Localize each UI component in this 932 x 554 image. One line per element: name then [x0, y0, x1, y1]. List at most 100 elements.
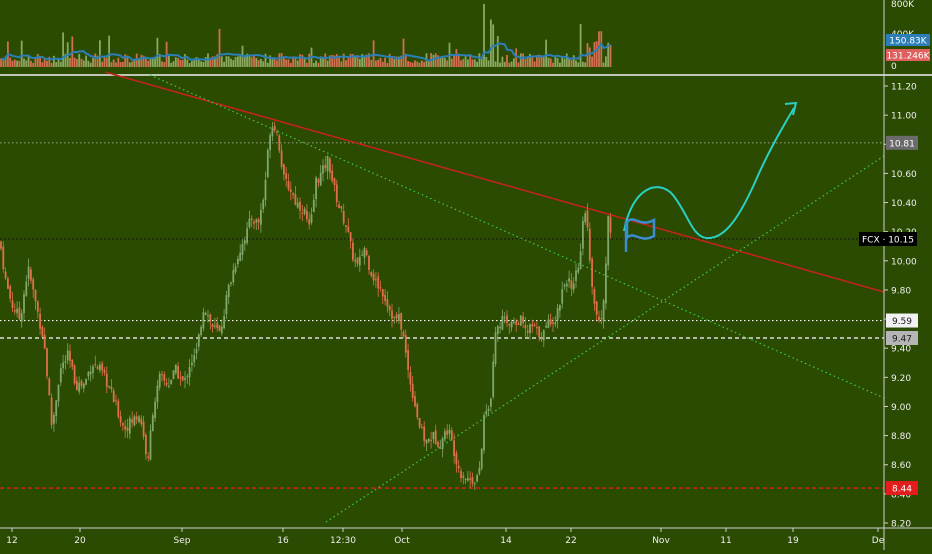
candle-body: [446, 430, 449, 435]
candle-body: [347, 226, 350, 232]
volume-bar: [533, 61, 536, 67]
candle-body: [331, 170, 334, 181]
volume-bar: [501, 56, 504, 67]
price-level-label: 9.47: [892, 335, 912, 345]
candle-body: [165, 382, 168, 385]
volume-bar: [299, 54, 301, 67]
candle-body: [188, 367, 191, 378]
resistance-trendline[interactable]: [104, 71, 885, 293]
volume-bar: [506, 55, 508, 67]
candle-body: [154, 401, 156, 418]
volume-bar: [34, 58, 37, 67]
volume-bar: [579, 23, 582, 67]
volume-bar: [455, 49, 458, 67]
volume-bar: [36, 54, 39, 67]
volume-bar: [255, 57, 258, 67]
volume-bar: [59, 61, 62, 67]
volume-bar: [85, 55, 87, 67]
projection-path[interactable]: [623, 107, 795, 240]
candle-body: [232, 270, 235, 283]
volume-bar: [434, 53, 437, 67]
volume-bar: [82, 60, 85, 67]
volume-bar: [253, 55, 255, 67]
time-tick-label: 22: [565, 536, 576, 546]
volume-bar: [572, 55, 575, 67]
volume-bar: [317, 62, 320, 67]
candle-body: [549, 319, 552, 325]
candle-body: [381, 289, 384, 297]
price-tick-label: 10.00: [891, 257, 917, 267]
candle-body: [128, 418, 131, 434]
candle-body: [289, 189, 292, 192]
volume-bar: [257, 60, 260, 67]
candle-body: [404, 335, 407, 353]
time-tick-label: 12:30: [330, 536, 356, 546]
candle-body: [225, 295, 228, 315]
candle-body: [455, 453, 458, 465]
candle-body: [32, 279, 35, 290]
volume-bar: [471, 59, 474, 67]
volume-bar: [103, 57, 106, 67]
volume-bar: [48, 56, 51, 67]
candle-body: [478, 468, 481, 474]
ascending-dotted-trendline[interactable]: [325, 155, 885, 523]
volume-bar: [234, 57, 237, 67]
candle-body: [283, 164, 285, 175]
candle-body: [457, 465, 460, 469]
time-axis[interactable]: 12 20 Sep 16 12:30 Oct 14 22 Nov 11 19 De: [6, 528, 885, 546]
volume-bar: [384, 57, 386, 67]
volume-bar: [168, 55, 170, 67]
volume-bar: [377, 59, 380, 67]
volume-bar: [202, 61, 205, 67]
symbol-price-tag: FCX · 10.15: [859, 232, 917, 246]
volume-bar: [174, 57, 177, 67]
candle-body: [250, 218, 253, 220]
volume-bar: [391, 56, 393, 67]
volume-bar: [609, 44, 612, 67]
candle-body: [211, 324, 214, 328]
bull-flag-icon[interactable]: [624, 217, 656, 252]
candle-body: [207, 315, 209, 317]
candle-body: [204, 312, 207, 315]
candle-body: [191, 362, 193, 366]
time-tick-label: 20: [74, 536, 86, 546]
volume-bar: [73, 57, 76, 67]
candlestick-series: [0, 121, 612, 490]
volume-bar: [312, 62, 315, 67]
candle-body: [301, 212, 304, 214]
candle-body: [122, 422, 124, 426]
volume-tick-label: 0: [891, 62, 897, 72]
volume-bar: [582, 61, 584, 67]
volume-bar: [595, 41, 598, 67]
volume-bar: [20, 40, 23, 67]
volume-bar: [186, 59, 189, 67]
volume-bar: [526, 56, 529, 67]
volume-bar: [55, 62, 58, 67]
volume-bar: [499, 62, 501, 67]
price-tick-label: 10.60: [891, 170, 917, 180]
volume-bar: [227, 56, 230, 67]
volume-bar: [2, 60, 5, 67]
volume-bar: [285, 59, 288, 67]
candle-body: [467, 477, 469, 481]
descending-dotted-trendline[interactable]: [149, 74, 885, 399]
volume-bar: [124, 54, 127, 67]
time-tick-label: 19: [787, 536, 799, 546]
candle-body: [519, 315, 522, 326]
candle-body: [18, 307, 21, 320]
candle-body: [174, 364, 177, 374]
candle-body: [73, 365, 76, 384]
volume-bar: [490, 19, 492, 67]
candle-body: [372, 273, 375, 281]
volume-bar: [522, 53, 524, 67]
candle-body: [266, 149, 269, 178]
candle-body: [172, 370, 175, 380]
volume-bar: [319, 56, 322, 67]
volume-bar: [266, 62, 269, 67]
volume-bar: [375, 60, 377, 67]
volume-bar: [487, 60, 490, 67]
candle-body: [391, 310, 393, 319]
volume-value-badge: [886, 49, 930, 61]
